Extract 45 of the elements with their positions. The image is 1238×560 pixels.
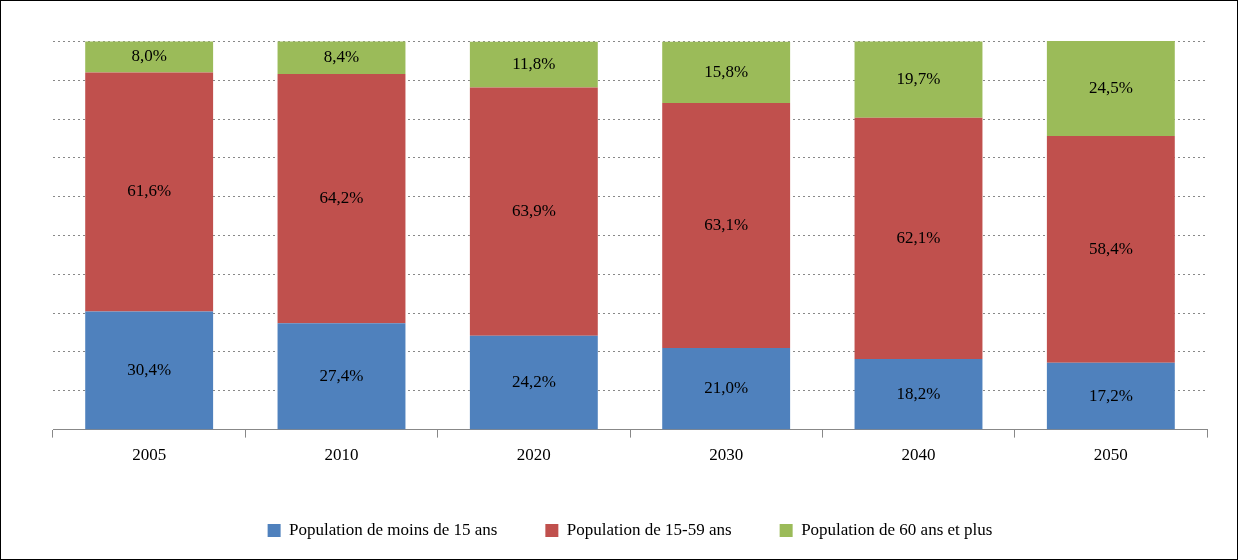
bar <box>277 74 406 324</box>
data-label: 27,4% <box>319 365 364 385</box>
legend-label: Population de 15-59 ans <box>566 519 732 539</box>
bar <box>469 335 598 430</box>
x-tick-label: 2040 <box>901 445 936 465</box>
data-label: 18,2% <box>896 383 941 403</box>
data-label: 17,2% <box>1088 385 1133 405</box>
x-tick-label: 2020 <box>516 445 551 465</box>
data-label: 61,6% <box>127 181 172 201</box>
x-tick-label: 2005 <box>132 445 167 465</box>
data-label: 8,0% <box>131 46 167 66</box>
data-label: 24,2% <box>511 372 556 392</box>
bar <box>1046 136 1175 363</box>
data-label: 62,1% <box>896 227 941 247</box>
bar <box>662 41 791 104</box>
data-label: 63,9% <box>511 201 556 221</box>
data-label: 30,4% <box>127 360 172 380</box>
x-tick-label: 2010 <box>324 445 359 465</box>
bar <box>662 348 791 430</box>
bar <box>277 323 406 430</box>
bar <box>469 41 598 88</box>
data-label: 24,5% <box>1088 78 1133 98</box>
legend-label: Population de moins de 15 ans <box>289 519 498 539</box>
data-label: 21,0% <box>704 378 749 398</box>
bar <box>277 41 406 74</box>
bar <box>854 117 983 359</box>
data-label: 58,4% <box>1088 238 1133 258</box>
bar <box>85 41 214 73</box>
bar <box>1046 41 1175 137</box>
data-label: 19,7% <box>896 69 941 89</box>
bar <box>469 87 598 336</box>
data-label: 8,4% <box>323 47 360 67</box>
data-label: 11,8% <box>512 54 556 74</box>
bar <box>85 311 214 430</box>
bar <box>85 72 214 312</box>
x-tick-label: 2050 <box>1093 445 1128 465</box>
data-label: 63,1% <box>704 215 749 235</box>
bar <box>854 41 983 118</box>
data-label: 15,8% <box>704 61 749 81</box>
bar <box>1046 362 1175 430</box>
legend-label: Population de 60 ans et plus <box>801 519 993 539</box>
x-tick-label: 2030 <box>709 445 744 465</box>
bar <box>662 103 791 349</box>
data-label: 64,2% <box>319 188 364 208</box>
bar <box>854 358 983 430</box>
